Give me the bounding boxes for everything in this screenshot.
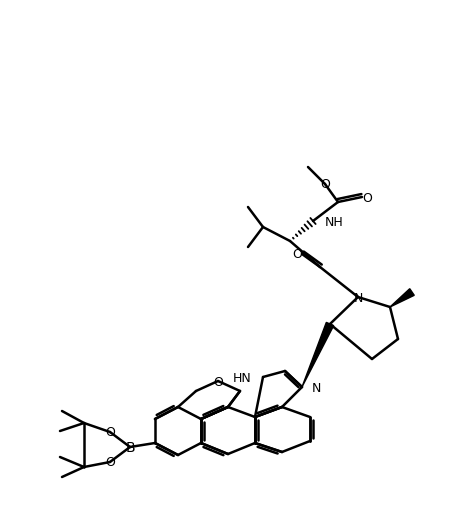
Text: O: O [320, 178, 330, 191]
Text: B: B [125, 440, 135, 454]
Text: NH: NH [325, 215, 344, 228]
Polygon shape [390, 289, 414, 307]
Text: N: N [353, 291, 363, 304]
Text: HN: HN [232, 371, 251, 384]
Text: O: O [105, 456, 115, 469]
Text: O: O [105, 426, 115, 439]
Text: O: O [213, 375, 223, 388]
Text: O: O [292, 248, 302, 261]
Polygon shape [302, 323, 334, 387]
Text: O: O [362, 191, 372, 204]
Text: N: N [312, 381, 322, 394]
